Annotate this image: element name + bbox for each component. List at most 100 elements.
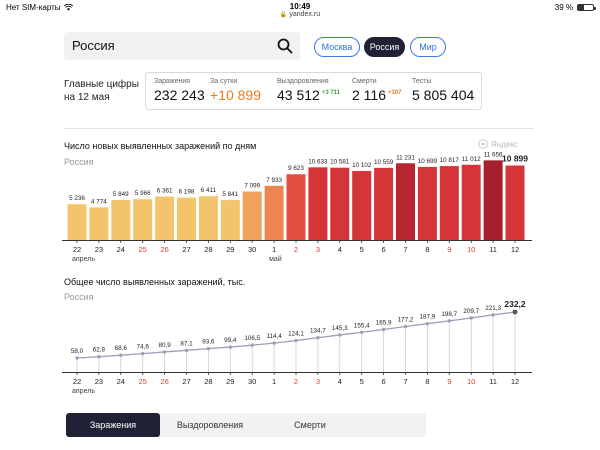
- battery-icon: [577, 4, 596, 11]
- bar-value-label: 11 231: [396, 154, 415, 161]
- bar-6: [374, 167, 394, 240]
- search-input[interactable]: Россия: [72, 38, 115, 53]
- bar-x-tick-label: 4: [338, 245, 342, 254]
- yandex-watermark: Яндекс: [478, 139, 518, 149]
- bar-x-tick-label: 11: [489, 245, 497, 254]
- bar-value-label: 6 361: [157, 188, 173, 195]
- line-x-tick-label: 1: [272, 377, 276, 386]
- bar-value-label: 9 623: [288, 165, 304, 172]
- bar-29: [220, 200, 240, 240]
- kf-deaths-delta: +107: [388, 90, 402, 96]
- line-x-tick-label: 10: [467, 377, 475, 386]
- bar-value-label: 10 559: [374, 159, 394, 166]
- line-value-label: 134,7: [310, 328, 326, 335]
- line-value-label: 145,3: [332, 325, 348, 332]
- line-x-tick-label: 7: [403, 377, 407, 386]
- bar-10: [461, 164, 481, 240]
- bar-month-label-april: апрель: [72, 256, 95, 263]
- line-point-5: [360, 330, 364, 334]
- bar-x-tick-label: 9: [447, 245, 451, 254]
- line-x-tick-label: 26: [160, 377, 168, 386]
- line-point-25: [141, 351, 145, 356]
- bar-24: [111, 200, 131, 240]
- line-x-tick-label: 30: [248, 377, 256, 386]
- bar-value-label: 10 102: [352, 162, 372, 169]
- bar-25: [133, 199, 153, 240]
- line-value-label: 99,4: [224, 337, 237, 344]
- line-point-24: [119, 353, 123, 357]
- tab-infections[interactable]: Заражения: [66, 413, 160, 437]
- line-value-label: 198,7: [441, 311, 457, 318]
- bar-4: [330, 167, 350, 240]
- line-value-label: 232,2: [504, 299, 526, 309]
- line-x-tick-label: 28: [204, 377, 212, 386]
- bar-x-tick-label: 8: [425, 245, 429, 254]
- tab-deaths[interactable]: Смерти: [294, 420, 326, 430]
- bar-8: [417, 166, 437, 240]
- battery-status: 39 %: [555, 3, 596, 12]
- bar-26: [155, 196, 175, 240]
- region-tab-world[interactable]: Мир: [410, 37, 446, 57]
- bar-28: [198, 196, 218, 240]
- bar-30: [242, 191, 262, 240]
- bar-value-label: 5 841: [222, 191, 238, 198]
- line-value-label: 155,4: [354, 322, 370, 329]
- bar-x-tick-label: 10: [467, 245, 475, 254]
- kf-infections-label: Заражения: [154, 78, 191, 85]
- bar-value-label: 5 966: [135, 190, 151, 197]
- line-x-tick-label: 29: [226, 377, 234, 386]
- yandex-watermark-text: Яндекс: [491, 139, 518, 149]
- bar-value-label: 11 656: [484, 151, 503, 158]
- search-box[interactable]: Россия: [64, 32, 300, 60]
- search-icon[interactable]: [276, 37, 294, 55]
- kf-daily-label: За сутки: [210, 78, 238, 85]
- bar-11: [483, 160, 503, 240]
- line-x-tick-label: 25: [139, 377, 147, 386]
- region-tab-moscow[interactable]: Москва: [314, 37, 360, 57]
- line-value-label: 87,1: [180, 340, 193, 347]
- line-x-tick-label: 6: [382, 377, 386, 386]
- bar-x-tick-label: 1: [272, 245, 276, 254]
- line-point-2: [294, 338, 298, 343]
- yandex-logo-icon: [478, 139, 488, 149]
- line-value-label: 74,6: [137, 344, 150, 351]
- lock-icon: 🔒: [279, 12, 288, 18]
- bar-x-tick-label: 2: [294, 245, 298, 254]
- battery-fill: [578, 5, 584, 10]
- url-bar[interactable]: 🔒 yandex.ru: [0, 11, 600, 18]
- bar-2: [286, 174, 306, 240]
- kf-recoveries-delta: +3 711: [321, 90, 341, 96]
- kf-tests: Тесты 5 805 404: [412, 78, 474, 103]
- line-month-label-april: апрель: [72, 388, 95, 395]
- tab-recoveries[interactable]: Выздоровления: [176, 420, 244, 430]
- kf-recoveries-label: Выздоровления: [277, 78, 329, 85]
- line-x-tick-label: 12: [511, 377, 519, 386]
- bar-chart-title: Число новых выявленных заражений по дням: [64, 141, 257, 151]
- line-value-label: 68,6: [115, 345, 128, 352]
- line-series-total: [76, 311, 516, 359]
- bar-9: [439, 166, 459, 240]
- url-text: yandex.ru: [289, 11, 321, 18]
- line-value-label: 221,3: [485, 305, 501, 312]
- line-point-22: [75, 356, 79, 360]
- bar-value-label: 10 581: [330, 159, 350, 166]
- bar-value-label: 7 933: [266, 177, 282, 184]
- line-value-label: 106,5: [244, 335, 260, 342]
- kf-deaths: Смерти 2 116 +107: [352, 78, 402, 103]
- kf-daily-value: +10 899: [210, 87, 261, 103]
- kf-recoveries: Выздоровления 43 512 +3 711: [277, 78, 340, 103]
- bar-23: [89, 207, 109, 240]
- region-tab-russia[interactable]: Россия: [364, 37, 405, 57]
- bar-5: [352, 170, 372, 240]
- line-value-label: 209,7: [463, 308, 479, 315]
- bar-value-label: 10 817: [440, 157, 460, 164]
- kf-infections: Заражения 232 243: [154, 78, 205, 103]
- line-value-label: 124,1: [288, 331, 304, 338]
- line-point-1: [272, 341, 276, 345]
- line-point-26: [162, 350, 167, 354]
- kf-recoveries-value: 43 512: [277, 87, 320, 103]
- line-value-label: 165,9: [376, 320, 392, 327]
- kf-daily: За сутки +10 899: [210, 78, 261, 103]
- bar-value-label: 10 699: [418, 158, 438, 165]
- line-point-6: [381, 327, 386, 332]
